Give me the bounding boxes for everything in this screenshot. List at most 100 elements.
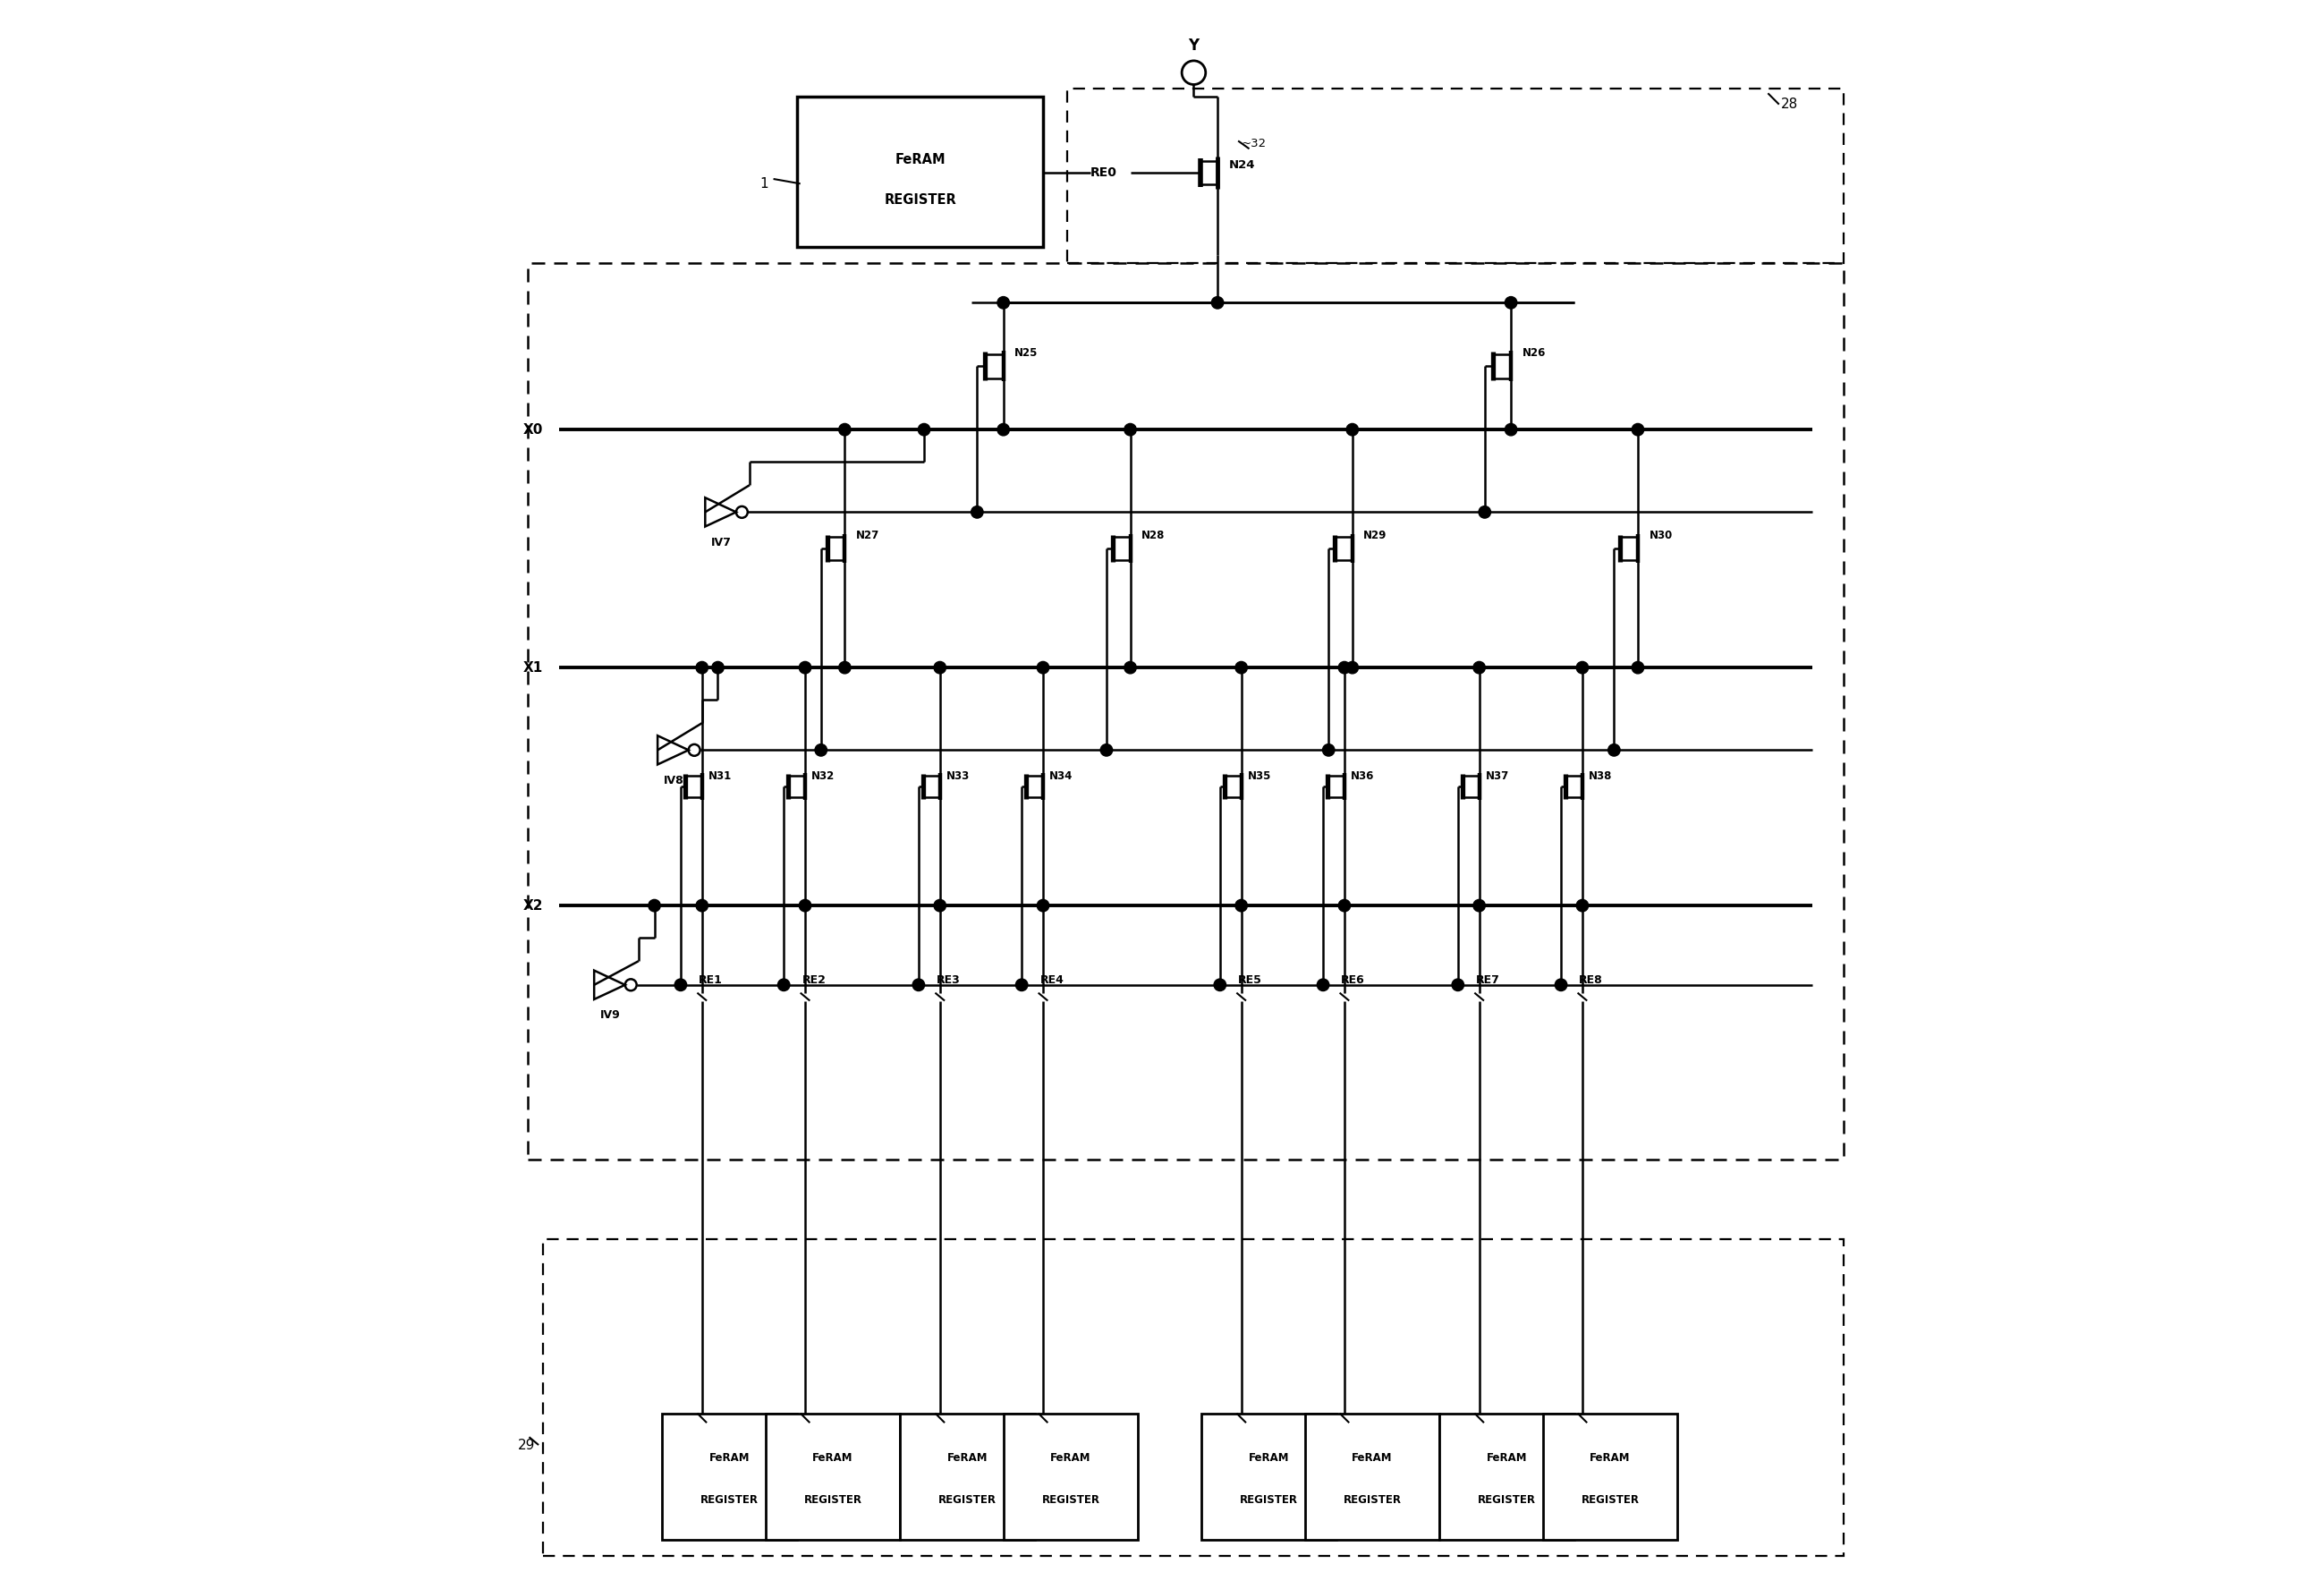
FancyBboxPatch shape: [1202, 1413, 1336, 1540]
Text: N27: N27: [855, 531, 878, 542]
Text: FeRAM: FeRAM: [1487, 1452, 1527, 1463]
Text: N25: N25: [1016, 348, 1039, 359]
Text: REGISTER: REGISTER: [1241, 1494, 1299, 1505]
Circle shape: [1506, 297, 1518, 308]
Text: IV9: IV9: [600, 1009, 621, 1020]
Text: RE3: RE3: [937, 974, 960, 985]
Text: REGISTER: REGISTER: [883, 192, 955, 207]
Text: X2: X2: [523, 899, 544, 912]
Text: RE2: RE2: [802, 974, 825, 985]
Circle shape: [1452, 979, 1464, 992]
Circle shape: [1346, 424, 1357, 435]
Circle shape: [1236, 899, 1248, 912]
Text: RE5: RE5: [1239, 974, 1262, 985]
Text: IV7: IV7: [711, 537, 732, 548]
Text: ~32: ~32: [1241, 138, 1267, 149]
Text: N29: N29: [1364, 531, 1387, 542]
FancyBboxPatch shape: [1439, 1413, 1573, 1540]
Circle shape: [1608, 744, 1620, 756]
Circle shape: [1631, 424, 1643, 435]
Text: FeRAM: FeRAM: [1353, 1452, 1392, 1463]
Text: X0: X0: [523, 423, 544, 437]
Text: FeRAM: FeRAM: [948, 1452, 988, 1463]
Text: IV8: IV8: [665, 774, 683, 787]
Text: N30: N30: [1650, 531, 1673, 542]
Circle shape: [1322, 744, 1334, 756]
Circle shape: [971, 505, 983, 518]
Text: X1: X1: [523, 661, 544, 674]
Circle shape: [1346, 661, 1357, 674]
Text: N37: N37: [1485, 771, 1508, 782]
Circle shape: [839, 661, 851, 674]
Circle shape: [695, 661, 709, 674]
Circle shape: [816, 744, 827, 756]
Text: Y: Y: [1188, 38, 1199, 54]
Text: N33: N33: [946, 771, 969, 782]
Text: RE1: RE1: [700, 974, 723, 985]
Circle shape: [913, 979, 925, 992]
Circle shape: [1211, 297, 1222, 308]
FancyBboxPatch shape: [1004, 1413, 1139, 1540]
Text: N38: N38: [1590, 771, 1613, 782]
Circle shape: [1037, 899, 1048, 912]
Circle shape: [648, 899, 660, 912]
Text: N31: N31: [709, 771, 732, 782]
Circle shape: [799, 899, 811, 912]
Text: FeRAM: FeRAM: [1050, 1452, 1092, 1463]
Text: RE7: RE7: [1476, 974, 1499, 985]
Text: REGISTER: REGISTER: [1580, 1494, 1638, 1505]
Circle shape: [779, 979, 790, 992]
Circle shape: [1318, 979, 1329, 992]
Text: N28: N28: [1141, 531, 1164, 542]
Text: N35: N35: [1248, 771, 1271, 782]
Circle shape: [674, 979, 686, 992]
Circle shape: [1213, 979, 1227, 992]
Text: FeRAM: FeRAM: [895, 153, 946, 167]
Circle shape: [1576, 899, 1587, 912]
Text: FeRAM: FeRAM: [1590, 1452, 1631, 1463]
Circle shape: [997, 424, 1009, 435]
Text: 28: 28: [1780, 97, 1799, 111]
Text: N26: N26: [1522, 348, 1545, 359]
FancyBboxPatch shape: [797, 97, 1043, 248]
Text: 29: 29: [518, 1438, 535, 1452]
Circle shape: [1339, 661, 1350, 674]
Text: N24: N24: [1229, 159, 1255, 170]
Text: REGISTER: REGISTER: [1343, 1494, 1401, 1505]
Text: RE4: RE4: [1039, 974, 1064, 985]
Circle shape: [1473, 899, 1485, 912]
Circle shape: [1125, 661, 1136, 674]
FancyBboxPatch shape: [899, 1413, 1034, 1540]
Circle shape: [839, 424, 851, 435]
Circle shape: [1125, 424, 1136, 435]
Text: REGISTER: REGISTER: [700, 1494, 760, 1505]
Circle shape: [1576, 661, 1587, 674]
Text: N34: N34: [1050, 771, 1074, 782]
Text: RE6: RE6: [1341, 974, 1364, 985]
Text: RE8: RE8: [1580, 974, 1604, 985]
Circle shape: [1631, 661, 1643, 674]
Circle shape: [695, 899, 709, 912]
Text: N32: N32: [811, 771, 834, 782]
Circle shape: [1506, 424, 1518, 435]
Circle shape: [934, 899, 946, 912]
FancyBboxPatch shape: [765, 1413, 899, 1540]
Circle shape: [1037, 661, 1048, 674]
Text: REGISTER: REGISTER: [1478, 1494, 1536, 1505]
Circle shape: [918, 424, 930, 435]
Text: N36: N36: [1350, 771, 1373, 782]
Circle shape: [934, 661, 946, 674]
Text: RE0: RE0: [1090, 167, 1118, 180]
Circle shape: [1478, 505, 1490, 518]
Text: FeRAM: FeRAM: [709, 1452, 751, 1463]
FancyBboxPatch shape: [1543, 1413, 1678, 1540]
Circle shape: [799, 661, 811, 674]
Circle shape: [1016, 979, 1027, 992]
FancyBboxPatch shape: [662, 1413, 797, 1540]
Circle shape: [1555, 979, 1566, 992]
Text: 1: 1: [760, 176, 769, 191]
FancyBboxPatch shape: [1304, 1413, 1439, 1540]
Circle shape: [711, 661, 723, 674]
Circle shape: [1102, 744, 1113, 756]
Text: REGISTER: REGISTER: [1041, 1494, 1099, 1505]
